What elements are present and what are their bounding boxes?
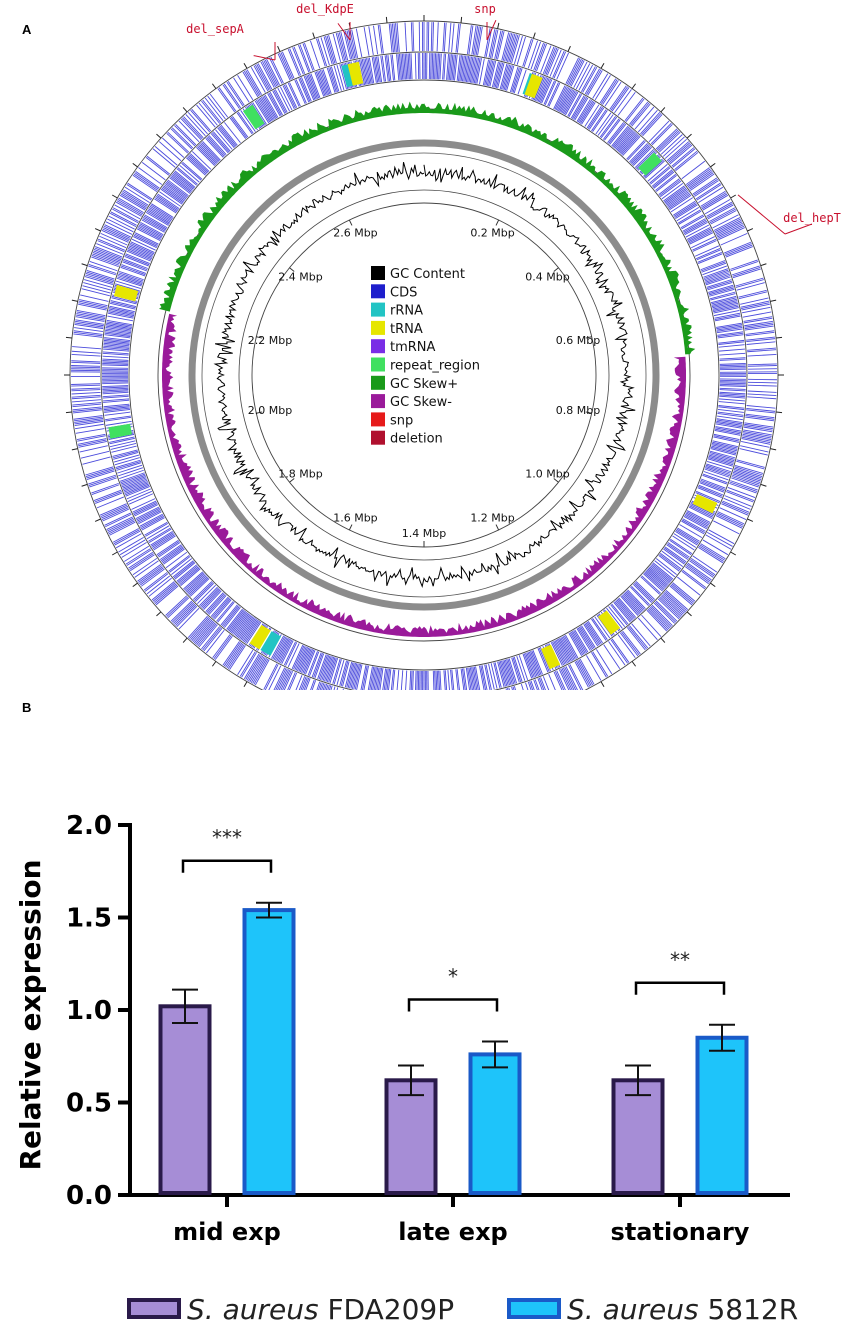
annotation-del-hepT: del_hepT	[783, 211, 841, 225]
legend-swatch	[507, 1298, 561, 1319]
legend-species: S. aureus	[187, 1293, 327, 1326]
legend-label: tRNA	[390, 322, 423, 337]
bar	[611, 1078, 665, 1195]
panel-b-label: B	[22, 700, 32, 715]
significance-label: *	[448, 964, 458, 988]
bar	[468, 1052, 522, 1195]
significance-bracket	[407, 998, 499, 1012]
legend-swatch	[371, 412, 385, 427]
tick-label: 1.8 Mbp	[278, 468, 322, 481]
tick-label: 0.6 Mbp	[556, 334, 600, 347]
legend-label: snp	[390, 413, 413, 428]
annotation-del-KdpE: del_KdpE	[296, 2, 354, 16]
ring-outline	[69, 20, 779, 690]
gc-baseline-band	[188, 139, 660, 611]
tick-label: 2.2 Mbp	[248, 334, 292, 347]
y-tick-label: 1.0	[66, 996, 112, 1026]
bar	[384, 1078, 438, 1195]
y-tick-label: 2.0	[66, 811, 112, 841]
tick-label: 1.0 Mbp	[525, 468, 569, 481]
bar-chart: 0.0 0.5 1.0 1.5 2.0 Relative expression mid ex…	[14, 811, 798, 1326]
gc-skew-positive	[159, 101, 424, 312]
tick-label: 1.4 Mbp	[402, 527, 446, 540]
y-tick-label: 0.0	[66, 1181, 112, 1211]
legend-label: CDS	[390, 285, 417, 300]
significance-label: ***	[212, 826, 242, 850]
legend-strain: FDA209P	[327, 1293, 454, 1326]
ring-outline	[100, 51, 748, 690]
legend-swatch	[371, 302, 385, 317]
legend-swatch	[371, 375, 385, 390]
legend-label: rRNA	[390, 304, 423, 319]
bar	[158, 1004, 212, 1195]
x-tick-label: stationary	[611, 1218, 750, 1246]
tick-label: 0.8 Mbp	[556, 404, 600, 417]
legend-strain: 5812R	[707, 1293, 798, 1326]
ring-outline	[201, 152, 647, 598]
panel-a-label: A	[22, 22, 32, 37]
annotation-del-sepA: del_sepA	[186, 22, 245, 36]
legend-label: GC Skew+	[390, 377, 458, 392]
y-tick-label: 0.5	[66, 1089, 112, 1119]
legend-species: S. aureus	[567, 1293, 707, 1326]
cds-forward-track	[71, 22, 777, 690]
legend-label: S. aureus 5812R	[567, 1293, 798, 1326]
cds-reverse-track	[102, 53, 746, 690]
legend-swatch	[371, 284, 385, 299]
bar	[695, 1035, 749, 1195]
ring-outline	[128, 79, 720, 671]
tick-label: 2.6 Mbp	[333, 227, 377, 240]
significance-bracket	[634, 981, 726, 995]
tick-label: 2.0 Mbp	[248, 404, 292, 417]
legend-swatch	[371, 430, 385, 445]
outer-ticks	[64, 15, 784, 688]
legend-swatch	[371, 394, 385, 409]
legend-label: deletion	[390, 432, 443, 447]
x-tick-label: mid exp	[173, 1218, 281, 1246]
significance-label: **	[670, 948, 690, 972]
legend-swatch	[371, 266, 385, 280]
gc-content-track	[213, 161, 636, 588]
legend-label: repeat_region	[390, 359, 480, 374]
legend-label: S. aureus FDA209P	[187, 1293, 454, 1326]
ring-outline	[238, 189, 610, 561]
feature-blocks	[108, 61, 718, 670]
significance-bracket	[181, 859, 273, 873]
tick-label: 0.4 Mbp	[525, 270, 569, 283]
legend-label: GC Content	[390, 267, 465, 282]
y-tick-label: 1.5	[66, 904, 112, 934]
tick-label: 1.2 Mbp	[470, 511, 514, 524]
annotation-snp: snp	[474, 2, 496, 16]
tick-label: 0.2 Mbp	[470, 227, 514, 240]
legend-swatch	[371, 357, 385, 372]
x-tick-label: late exp	[398, 1218, 507, 1246]
legend-swatch	[371, 339, 385, 354]
legend-swatch	[371, 320, 385, 335]
ring-outline	[251, 202, 597, 548]
y-axis-label: Relative expression	[14, 859, 47, 1170]
tick-label: 2.4 Mbp	[278, 270, 322, 283]
legend-label: GC Skew-	[390, 395, 452, 410]
legend-swatch	[127, 1298, 181, 1319]
bar	[242, 908, 296, 1195]
tick-label: 1.6 Mbp	[333, 511, 377, 524]
legend-label: tmRNA	[390, 340, 436, 355]
